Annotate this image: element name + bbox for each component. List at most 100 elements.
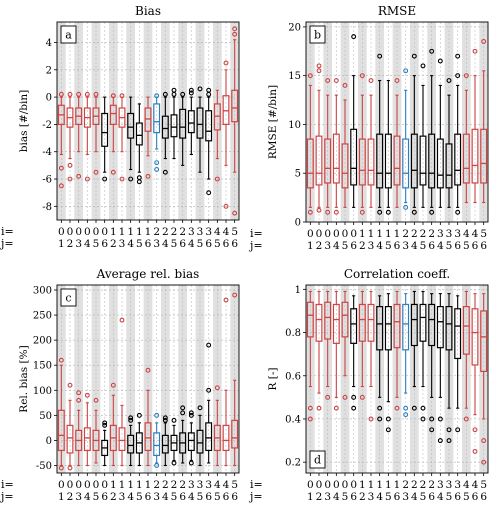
outlier-point <box>119 317 125 323</box>
outlier-point <box>110 169 116 175</box>
outlier-point <box>232 210 238 216</box>
outlier-point <box>188 460 194 466</box>
y-tick-label: 300 <box>33 286 52 297</box>
j-tick-label: 4 <box>376 491 383 503</box>
box-8 <box>127 415 135 467</box>
outlier-point <box>333 405 339 411</box>
box-10 <box>144 96 152 179</box>
box-19 <box>222 60 230 209</box>
outlier-point <box>119 93 125 99</box>
j-tick-label: 5 <box>214 238 221 250</box>
i-tick-label: 4 <box>223 479 230 491</box>
j-tick-label: 5 <box>463 491 470 503</box>
j-tick-label: 6 <box>350 240 357 252</box>
outlier-point <box>420 63 426 69</box>
i-tick-label: 2 <box>411 228 418 240</box>
j-tick-label: 6 <box>428 491 435 503</box>
box-iqr <box>83 427 91 452</box>
i-tick-label: 1 <box>110 479 117 491</box>
box-4 <box>341 290 349 400</box>
y-tick-label: 20 <box>288 22 301 33</box>
outlier-point <box>377 53 383 59</box>
outlier-point <box>411 405 417 411</box>
j-tick-label: 4 <box>411 491 418 503</box>
box-17 <box>454 53 462 215</box>
outlier-point <box>420 405 426 411</box>
box-14 <box>428 48 436 215</box>
i-tick-label: 4 <box>472 228 479 240</box>
outlier-point <box>351 394 357 400</box>
box-iqr <box>462 133 470 184</box>
j-tick-label: 3 <box>75 238 82 250</box>
j-row-label: j= <box>248 239 263 252</box>
i-tick-label: 3 <box>446 479 453 491</box>
box-iqr <box>428 133 436 189</box>
outlier-point <box>154 160 160 166</box>
box-iqr <box>324 301 332 340</box>
box-iqr <box>196 429 204 454</box>
i-tick-label: 2 <box>402 228 409 240</box>
outlier-point <box>411 209 417 215</box>
box-15 <box>187 87 195 156</box>
i-tick-label: 1 <box>127 479 134 491</box>
outlier-point <box>403 405 409 411</box>
outlier-point <box>67 91 73 97</box>
box-iqr <box>315 135 323 186</box>
box-iqr <box>376 133 384 189</box>
y-tick-label: 0 <box>46 93 52 104</box>
outlier-point <box>76 390 82 396</box>
box-iqr <box>179 108 187 139</box>
box-iqr <box>384 306 392 351</box>
j-tick-label: 6 <box>145 491 152 503</box>
outlier-point <box>368 416 374 422</box>
box-6 <box>109 382 117 467</box>
i-tick-label: 0 <box>67 226 74 238</box>
i-tick-label: 3 <box>205 226 212 238</box>
i-tick-label: 2 <box>162 226 169 238</box>
i-tick-label: 4 <box>214 226 221 238</box>
box-12 <box>161 415 169 467</box>
box-iqr <box>213 103 221 131</box>
j-tick-label: 4 <box>437 491 444 503</box>
j-tick-label: 6 <box>179 491 186 503</box>
j-tick-label: 6 <box>231 491 238 503</box>
j-tick-label: 3 <box>153 238 160 250</box>
box-1 <box>66 91 74 182</box>
outlier-point <box>385 427 391 433</box>
panel-letter-box <box>60 288 77 307</box>
j-tick-label: 5 <box>171 491 178 503</box>
i-tick-label: 4 <box>472 479 479 491</box>
i-tick-label: 1 <box>385 479 392 491</box>
outlier-point <box>76 173 82 179</box>
outlier-point <box>342 82 348 88</box>
box-0 <box>306 290 314 422</box>
j-tick-label: 5 <box>446 491 453 503</box>
outlier-point <box>93 169 99 175</box>
panel-letter: b <box>314 29 321 42</box>
y-tick-label: 0.4 <box>285 414 301 425</box>
box-iqr <box>454 308 462 360</box>
box-11 <box>153 93 161 172</box>
box-iqr <box>393 303 401 349</box>
box-10 <box>144 367 152 467</box>
j-tick-label: 4 <box>376 240 383 252</box>
box-iqr <box>436 306 444 349</box>
j-tick-label: 4 <box>84 238 91 250</box>
j-tick-label: 6 <box>179 238 186 250</box>
j-tick-label: 3 <box>368 491 375 503</box>
i-tick-label: 3 <box>197 479 204 491</box>
outlier-point <box>162 415 168 421</box>
j-tick-label: 6 <box>472 491 479 503</box>
outlier-point <box>223 203 229 209</box>
outlier-point <box>58 91 64 97</box>
outlier-point <box>472 448 478 454</box>
box-iqr <box>144 107 152 132</box>
category-band <box>195 22 205 220</box>
j-tick-label: 2 <box>359 491 366 503</box>
outlier-point <box>472 48 478 54</box>
i-tick-label: 2 <box>428 479 435 491</box>
box-13 <box>170 87 178 160</box>
j-tick-label: 4 <box>188 491 195 503</box>
outlier-point <box>188 90 194 96</box>
outlier-point <box>84 91 90 97</box>
